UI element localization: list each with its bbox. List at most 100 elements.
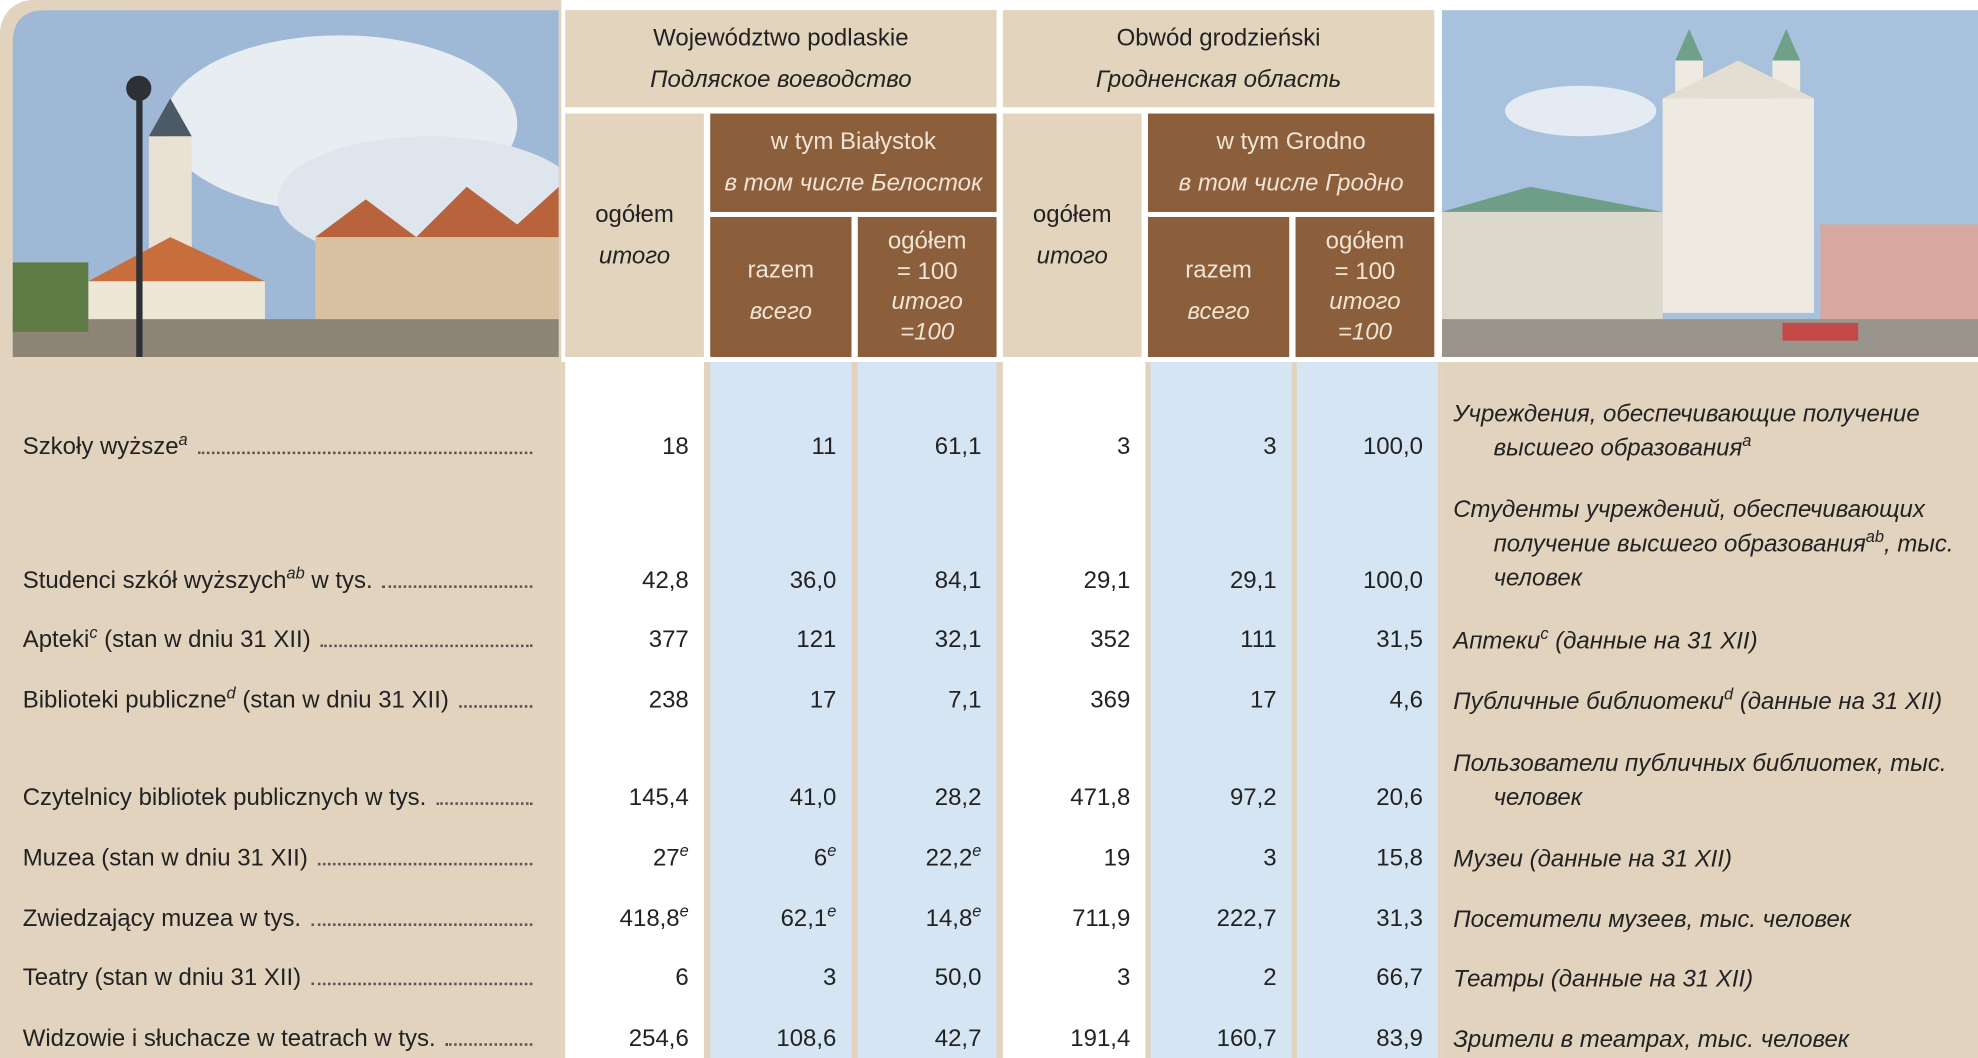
value-cell: 222,7 <box>1150 904 1291 934</box>
value: 28,2 <box>935 785 982 811</box>
table-page: Województwo podlaskieПодляское воеводств… <box>0 0 1978 1058</box>
value: 471,8 <box>1070 785 1130 811</box>
value-cell: 4,6 <box>1297 686 1438 716</box>
value-cell: 31,5 <box>1297 626 1438 656</box>
value-cell: 19 <box>1003 844 1146 874</box>
row-label: Widzowie i słuchacze w teatrach w tys. <box>23 1024 538 1054</box>
value: 50,0 <box>935 965 982 991</box>
value: 3 <box>823 965 836 991</box>
value-cell: 111 <box>1150 626 1291 656</box>
value: 121 <box>796 627 836 653</box>
value-cell: 36,0 <box>710 566 851 596</box>
value-cell: 15,8 <box>1297 844 1438 874</box>
row-label-ru-footnote: a <box>1742 431 1751 450</box>
city-header: w tym Grodnoв том числе Гродно <box>1148 114 1434 212</box>
value-cell: 160,7 <box>1150 1024 1291 1054</box>
row-label-ru-text: Публичные библиотеки <box>1453 689 1724 715</box>
row-label-pl: Czytelnicy bibliotek publicznych w tys. <box>23 783 427 813</box>
value-cell: 100,0 <box>1297 566 1438 596</box>
row-label: Aptekic (stan w dniu 31 XII) <box>23 626 538 656</box>
value-cell: 61,1 <box>858 433 997 463</box>
row-label-ru-text: (данные на 31 XII) <box>1549 628 1758 654</box>
row-label-ru-text: Посетители музеев, тыс. человек <box>1453 907 1851 933</box>
row-label: Biblioteki publiczned (stan w dniu 31 XI… <box>23 686 538 716</box>
row-label-pl: Aptekic (stan w dniu 31 XII) <box>23 626 311 656</box>
value-cell: 7,1 <box>858 686 997 716</box>
value: 14,8 <box>926 906 973 932</box>
value: 108,6 <box>776 1026 836 1052</box>
value: 2 <box>1263 965 1276 991</box>
value-cell: 32,1 <box>858 626 997 656</box>
value-footnote: e <box>972 902 981 921</box>
region-header: Województwo podlaskieПодляское воеводств… <box>565 10 996 107</box>
row-label-pl: Teatry (stan w dniu 31 XII) <box>23 964 301 994</box>
value-cell: 108,6 <box>710 1024 851 1054</box>
value: 31,5 <box>1376 627 1423 653</box>
row-label-footnote: ab <box>286 563 304 582</box>
total-label-pl: ogółem <box>595 194 674 236</box>
row-label-text: Widzowie i słuchacze w teatrach w tys. <box>23 1026 436 1052</box>
value: 66,7 <box>1376 965 1423 991</box>
region-header: Obwód grodzieńskiГродненская область <box>1003 10 1434 107</box>
total-label-ru: итого <box>1037 235 1108 277</box>
row-label-ru: Посетители музеев, тыс. человек <box>1453 903 1975 937</box>
leader-dots <box>436 802 532 805</box>
value: 145,4 <box>629 785 689 811</box>
row-label-text: Czytelnicy bibliotek publicznych w tys. <box>23 785 427 811</box>
value: 254,6 <box>629 1026 689 1052</box>
value: 6 <box>675 965 688 991</box>
value: 160,7 <box>1217 1026 1277 1052</box>
value-cell: 369 <box>1003 686 1146 716</box>
total-label-pl: ogółem <box>1033 194 1112 236</box>
photo-bialystok <box>13 10 559 357</box>
value: 97,2 <box>1230 785 1277 811</box>
value-cell: 29,1 <box>1003 566 1146 596</box>
value-cell: 100,0 <box>1297 433 1438 463</box>
value-cell: 2 <box>1150 964 1291 994</box>
value: 27 <box>653 845 680 871</box>
row-label: Teatry (stan w dniu 31 XII) <box>23 964 538 994</box>
value: 22,2 <box>926 845 973 871</box>
value: 6 <box>814 845 827 871</box>
value: 191,4 <box>1070 1026 1130 1052</box>
value: 29,1 <box>1230 568 1277 594</box>
row-label-text: Muzea (stan w dniu 31 XII) <box>23 845 308 871</box>
value-footnote: e <box>827 841 836 860</box>
value: 352 <box>1090 627 1130 653</box>
total-label-ru: итого <box>599 235 670 277</box>
value: 3 <box>1117 965 1130 991</box>
value-cell: 711,9 <box>1003 904 1146 934</box>
value: 369 <box>1090 688 1130 714</box>
region-name-pl: Województwo podlaskie <box>653 17 908 59</box>
leader-dots <box>318 863 532 866</box>
value: 222,7 <box>1217 906 1277 932</box>
leader-dots <box>459 705 532 708</box>
value-cell: 418,8e <box>565 904 704 934</box>
value: 3 <box>1117 434 1130 460</box>
row-label-footnote: d <box>227 683 236 702</box>
value: 32,1 <box>935 627 982 653</box>
value-cell: 42,7 <box>858 1024 997 1054</box>
value: 377 <box>649 627 689 653</box>
row-label-ru-footnote: ab <box>1866 527 1884 546</box>
row-label-ru: Аптекиc (данные на 31 XII) <box>1453 624 1975 658</box>
leader-dots <box>321 645 533 648</box>
value-cell: 352 <box>1003 626 1146 656</box>
value-cell: 3 <box>1003 964 1146 994</box>
row-label-ru: Театры (данные на 31 XII) <box>1453 963 1975 997</box>
value: 42,7 <box>935 1026 982 1052</box>
value: 83,9 <box>1376 1026 1423 1052</box>
row-label-pl: Biblioteki publiczned (stan w dniu 31 XI… <box>23 686 449 716</box>
row-label-ru-text: Музеи (данные на 31 XII) <box>1453 846 1732 872</box>
row-label-ru-text: Пользователи публичных библиотек, тыс. ч… <box>1453 751 1946 812</box>
value: 41,0 <box>790 785 837 811</box>
row-label-text: Szkoły wyższe <box>23 434 179 460</box>
value-cell: 83,9 <box>1297 1024 1438 1054</box>
row-label-pl: Widzowie i słuchacze w teatrach w tys. <box>23 1024 436 1054</box>
value-cell: 62,1e <box>710 904 851 934</box>
value: 418,8 <box>620 906 680 932</box>
value: 62,1 <box>781 906 828 932</box>
row-label-text: Biblioteki publiczne <box>23 688 227 714</box>
razem-label-ru: всего <box>1187 291 1249 333</box>
